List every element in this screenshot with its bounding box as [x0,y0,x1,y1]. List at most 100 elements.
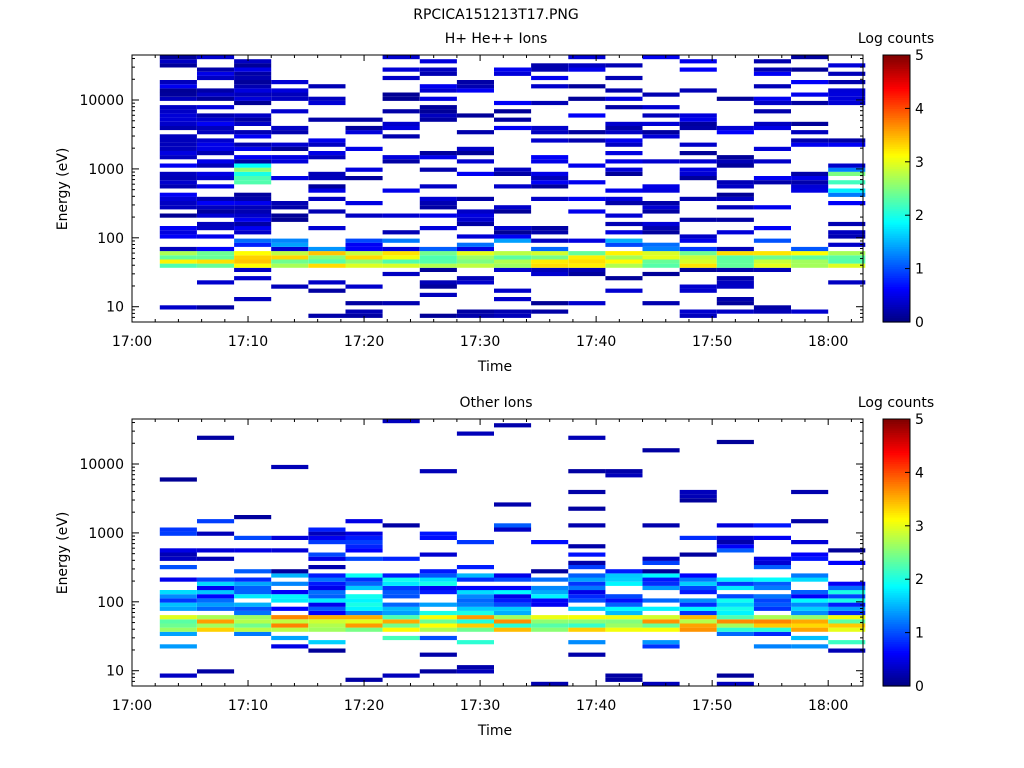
colorbar-swatch [883,295,910,299]
heatmap-cell [679,552,717,557]
heatmap-cell [234,84,272,89]
colorbar-swatch [883,601,910,605]
heatmap-cell [159,246,197,252]
heatmap-cell [605,627,643,632]
heatmap-cell [382,556,420,561]
heatmap-cell [234,535,272,540]
colorbar-swatch [883,447,910,451]
heatmap-cell [271,263,309,268]
colorbar-swatch [883,108,910,112]
heatmap-cell [753,159,791,164]
heatmap-cell [197,305,235,310]
colorbar-swatch [883,106,910,109]
heatmap-cell [197,251,235,256]
heatmap-cell [753,255,791,260]
heatmap-cell [271,238,309,243]
heatmap-cell [197,171,235,176]
heatmap-cell [494,313,532,318]
heatmap-cell [791,67,829,72]
heatmap-cell [234,627,272,632]
heatmap-cell [494,615,532,620]
colorbar-swatch [883,579,910,583]
colorbar-swatch [883,150,910,154]
heatmap-cell [456,255,494,260]
colorbar-tick-label: 5 [915,412,924,428]
heatmap-cell [308,209,346,214]
heatmap-cell [716,581,754,586]
heatmap-cell [159,205,197,210]
colorbar-swatch [883,228,910,232]
heatmap-cell [419,602,457,607]
colorbar-swatch [883,148,910,152]
colorbar-swatch [883,286,910,290]
heatmap-cell [716,309,754,314]
colorbar-swatch [883,563,910,567]
heatmap-cell [271,627,309,632]
colorbar-swatch [883,130,910,134]
colorbar-swatch [883,293,910,296]
heatmap-cell [828,548,866,553]
colorbar-swatch [883,110,910,114]
heatmap-cell [753,238,791,243]
heatmap-cell [605,96,643,101]
heatmap-cell [605,238,643,243]
heatmap-cell [234,117,272,122]
heatmap-cell [234,238,272,243]
heatmap-cell [494,238,532,243]
heatmap-cell [234,59,272,64]
heatmap-cell [716,619,754,624]
heatmap-cell [234,221,272,227]
heatmap-cell [494,71,532,76]
colorbar-swatch [883,248,910,252]
colorbar-swatch [883,472,910,476]
heatmap-cell [419,627,457,632]
heatmap-cell [382,75,420,81]
colorbar-swatch [883,219,910,223]
heatmap-cell [382,255,420,260]
heatmap-cell [234,251,272,256]
x-tick-label: 17:30 [460,334,500,350]
heatmap-cell [419,669,457,674]
x-tick-label: 17:20 [344,334,384,350]
heatmap-cell [456,213,494,218]
heatmap-cell [382,259,420,264]
heatmap-cell [308,96,346,101]
x-tick-label: 18:00 [808,698,848,714]
heatmap-cell [271,246,309,252]
heatmap-cell [456,602,494,607]
heatmap-cell [753,180,791,185]
colorbar-swatch [883,672,910,676]
heatmap-cell [382,251,420,256]
heatmap-cell [197,138,235,143]
heatmap-cell [271,242,309,247]
heatmap-cell [456,565,494,570]
heatmap-cell [494,251,532,256]
heatmap-cell [605,288,643,293]
colorbar-swatch [883,670,910,674]
heatmap-cell [197,205,235,210]
colorbar-swatch [883,190,910,194]
heatmap-cell [605,151,643,156]
heatmap-cell [753,606,791,611]
colorbar-swatch [883,543,910,547]
colorbar-swatch [883,501,910,505]
heatmap-cell [716,159,754,164]
heatmap-cell [234,88,272,93]
heatmap-cell [159,577,197,582]
colorbar-swatch [883,217,910,221]
heatmap-cell [271,594,309,599]
heatmap-cell [271,569,309,574]
heatmap-cell [791,246,829,252]
heatmap-cell [456,540,494,545]
heatmap-cell [234,146,272,151]
heatmap-cell [308,627,346,632]
heatmap-cell [791,606,829,611]
heatmap-cell [419,201,457,206]
heatmap-cell [197,71,235,76]
heatmap-cell [345,255,383,260]
heatmap-cell [419,263,457,268]
heatmap-cell [791,251,829,256]
heatmap-cell [568,113,606,118]
heatmap-cell [271,142,309,147]
heatmap-cell [308,188,346,193]
